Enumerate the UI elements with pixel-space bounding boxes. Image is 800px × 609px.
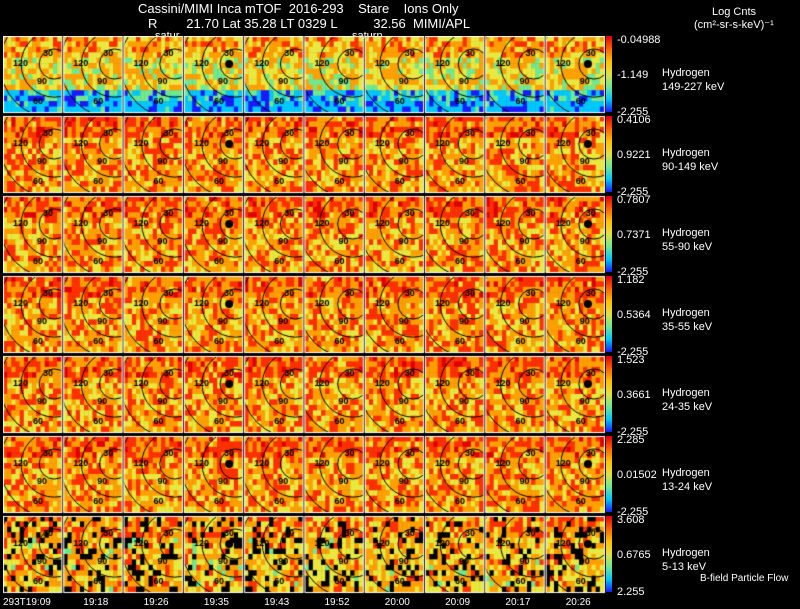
legend-units: (cm²-sr-s-keV)⁻¹ [694,19,774,31]
colorbar-min-value: -2.255 [617,506,649,518]
energy-band-label: Hydrogen 149-227 keV [662,66,724,94]
time-tick-label: 20:09 [445,597,471,608]
energy-band-label: Hydrogen 13-24 keV [662,466,712,494]
colorbar-min-value: -2.255 [617,266,649,278]
species-label: Hydrogen [662,67,710,79]
colorbar-mid-value: 0.3661 [617,389,651,401]
species-label: Hydrogen [662,547,710,559]
colorbar-max-value: 0.7807 [617,194,651,206]
time-tick-label: 20:26 [565,597,591,608]
time-tick-label: 19:35 [203,597,229,608]
colorbar-mid-value: 0.9221 [617,149,651,161]
species-label: Hydrogen [662,227,710,239]
time-tick-label: 19:18 [83,597,109,608]
colorbar-max-value: 1.182 [617,274,645,286]
colorbar-mid-value: 0.5364 [617,309,651,321]
species-label: Hydrogen [662,387,710,399]
species-label: Hydrogen [662,147,710,159]
colorbar-max-value: 2.285 [617,434,645,446]
colorbar-max-value: 1.523 [617,354,645,366]
colorbar-min-value: 2.255 [617,586,645,598]
time-tick-label: 19:43 [264,597,290,608]
energy-range-label: 55-90 keV [662,241,713,253]
time-tick-label: 20:17 [505,597,531,608]
energy-band-label: Hydrogen 55-90 keV [662,226,712,254]
colorbar-mid-value: -1.149 [617,69,649,81]
image-panel-grid [3,36,606,596]
colorbar-mid-value: 0.01502 [617,469,657,481]
energy-range-label: 35-55 keV [662,321,713,333]
colorbar [606,436,612,512]
colorbar-min-value: -2.255 [617,426,649,438]
time-tick-label: 19:26 [143,597,169,608]
energy-range-label: 13-24 keV [662,481,713,493]
species-label: Hydrogen [662,307,710,319]
colorbar [606,356,612,432]
colorbar [606,276,612,352]
energy-band-label: Hydrogen 5-13 keV [662,546,710,574]
plot-subtitle: R 21.70 Lat 35.28 LT 0329 L 32.56 MIMI/A… [148,16,471,31]
colorbar-min-value: -2.255 [617,346,649,358]
colorbar [606,36,612,112]
time-tick-label: 20:00 [384,597,410,608]
flow-label: B-field Particle Flow [700,573,789,584]
species-label: Hydrogen [662,467,710,479]
colorbar [606,196,612,272]
time-tick-label: 293T19:09 [3,597,51,608]
energy-range-label: 90-149 keV [662,161,719,173]
plot-title: Cassini/MIMI Inca mTOF 2016-293 Stare Io… [138,1,459,16]
colorbar-max-value: -0.04988 [617,34,661,46]
energetic-neutral-atom-images [3,36,606,596]
colorbar-min-value: -2.255 [617,186,649,198]
energy-range-label: 5-13 keV [662,561,707,573]
energy-range-label: 24-35 keV [662,401,713,413]
legend-title: Log Cnts [712,6,757,18]
energy-band-label: Hydrogen 90-149 keV [662,146,718,174]
energy-band-label: Hydrogen 35-55 keV [662,306,712,334]
time-tick-label: 19:52 [324,597,350,608]
energy-range-label: 149-227 keV [662,81,725,93]
energy-band-label: Hydrogen 24-35 keV [662,386,712,414]
colorbar-min-value: -2.255 [617,106,649,118]
colorbar-mid-value: 0.6765 [617,549,651,561]
colorbar-mid-value: 0.7371 [617,229,651,241]
colorbar [606,116,612,192]
colorbar [606,516,612,592]
colorbar-max-value: 3.608 [617,514,645,526]
colorbar-max-value: 0.4106 [617,114,651,126]
